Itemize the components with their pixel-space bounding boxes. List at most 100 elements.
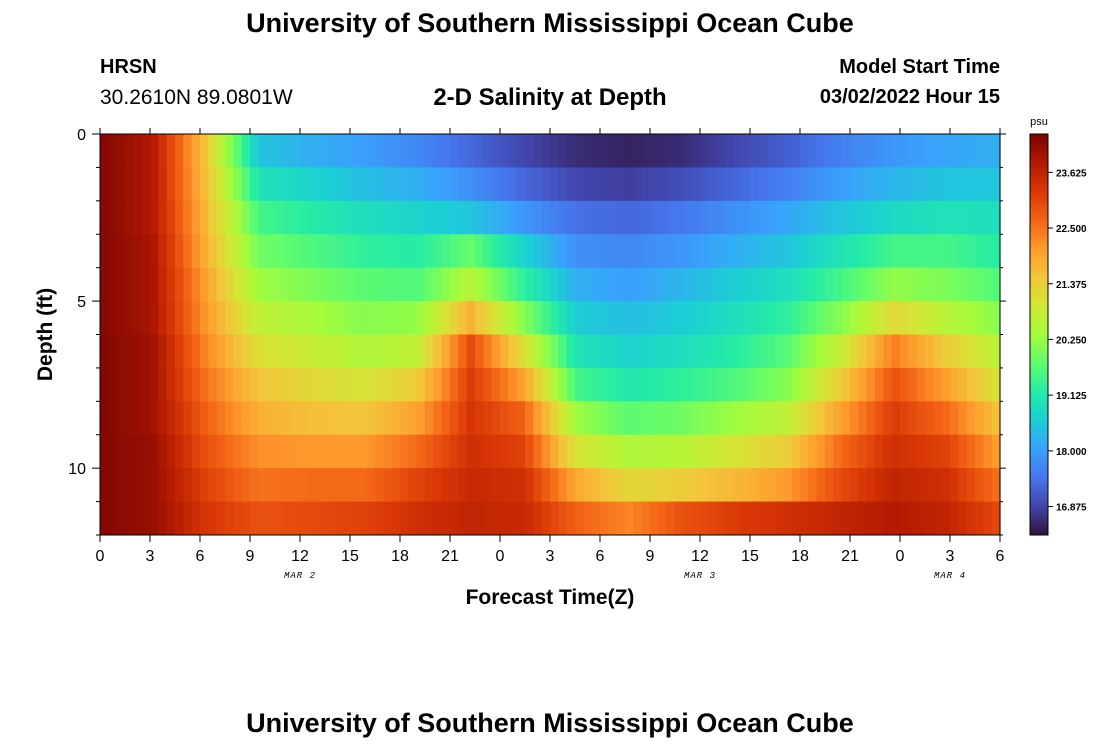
heatmap-cell <box>900 434 909 469</box>
heatmap-cell <box>225 468 234 502</box>
heatmap-cell <box>341 367 351 402</box>
heatmap-cell <box>441 234 451 269</box>
heatmap-cell <box>250 167 259 202</box>
heatmap-cell <box>175 167 184 202</box>
heatmap-cell <box>775 167 784 202</box>
heatmap-cell <box>541 367 551 402</box>
heatmap-cell <box>166 334 176 369</box>
heatmap-cell <box>558 468 568 502</box>
heatmap-cell <box>858 234 868 269</box>
heatmap-cell <box>658 267 668 302</box>
colorbar-segment <box>1030 504 1048 509</box>
heatmap-cell <box>308 200 318 235</box>
heatmap-cell <box>266 501 276 536</box>
heatmap-cell <box>866 134 876 168</box>
heatmap-cell <box>100 134 109 168</box>
colorbar-segment <box>1030 147 1048 152</box>
heatmap-cell <box>266 234 276 269</box>
heatmap-cell <box>658 200 668 235</box>
heatmap-cell <box>150 234 159 269</box>
heatmap-cell <box>391 334 401 369</box>
heatmap-cell <box>433 234 443 269</box>
heatmap-cell <box>450 167 459 202</box>
heatmap-cell <box>633 434 643 469</box>
heatmap-cell <box>725 134 734 168</box>
heatmap-cell <box>916 468 926 502</box>
heatmap-cell <box>600 301 609 335</box>
heatmap-cell <box>558 200 568 235</box>
heatmap-cell <box>416 134 426 168</box>
heatmap-cell <box>108 401 118 436</box>
heatmap-cell <box>975 234 984 269</box>
heatmap-cell <box>508 501 518 536</box>
heatmap-cell <box>225 134 234 168</box>
heatmap-cell <box>433 134 443 168</box>
heatmap-cell <box>500 401 509 436</box>
heatmap-cell <box>658 134 668 168</box>
heatmap-cell <box>783 267 793 302</box>
heatmap-cell <box>516 401 526 436</box>
heatmap-cell <box>791 468 801 502</box>
heatmap-cell <box>666 401 676 436</box>
heatmap-cell <box>833 200 843 235</box>
heatmap-cell <box>700 301 709 335</box>
heatmap-cell <box>441 434 451 469</box>
heatmap-cell <box>200 367 209 402</box>
x-tick-label: 21 <box>841 548 859 565</box>
heatmap-cell <box>975 200 984 235</box>
heatmap-cell <box>558 434 568 469</box>
heatmap-cell <box>916 267 926 302</box>
colorbar-segment <box>1030 297 1048 302</box>
heatmap-cell <box>425 401 434 436</box>
heatmap-cell <box>141 200 151 235</box>
heatmap-cell <box>350 134 359 168</box>
heatmap-cell <box>425 200 434 235</box>
heatmap-cell <box>416 167 426 202</box>
colorbar-segment <box>1030 341 1048 346</box>
heatmap-cell <box>683 200 693 235</box>
colorbar-segment <box>1030 531 1048 536</box>
heatmap-cell <box>650 334 659 369</box>
colorbar-segment <box>1030 174 1048 178</box>
heatmap-cell <box>275 267 284 302</box>
heatmap-cell <box>183 167 193 202</box>
heatmap-cell <box>725 200 734 235</box>
heatmap-cell <box>550 334 559 369</box>
heatmap-cell <box>900 167 909 202</box>
heatmap-cell <box>116 434 126 469</box>
x-tick-label: 6 <box>196 548 205 565</box>
heatmap-cell <box>916 167 926 202</box>
heatmap-cell <box>775 301 784 335</box>
heatmap-cell <box>541 200 551 235</box>
heatmap-cell <box>883 267 893 302</box>
heatmap-cell <box>275 301 284 335</box>
heatmap-cell <box>283 468 293 502</box>
heatmap-cell <box>183 301 193 335</box>
heatmap-cell <box>258 301 268 335</box>
heatmap-cell <box>283 501 293 536</box>
heatmap-cell <box>316 134 326 168</box>
heatmap-cell <box>325 501 334 536</box>
heatmap-cell <box>200 200 209 235</box>
heatmap-cell <box>800 468 809 502</box>
heatmap-cell <box>600 167 609 202</box>
heatmap-cell <box>616 334 626 369</box>
heatmap-cell <box>175 334 184 369</box>
heatmap-cell <box>775 401 784 436</box>
heatmap-cell <box>691 200 701 235</box>
heatmap-cell <box>433 501 443 536</box>
heatmap-cell <box>833 434 843 469</box>
heatmap-cell <box>466 468 476 502</box>
heatmap-cell <box>383 501 393 536</box>
heatmap-cell <box>833 134 843 168</box>
heatmap-cell <box>541 468 551 502</box>
heatmap-cell <box>341 401 351 436</box>
heatmap-cell <box>675 234 684 269</box>
heatmap-cell <box>108 134 118 168</box>
heatmap-cell <box>733 200 743 235</box>
heatmap-cell <box>708 267 718 302</box>
heatmap-cell <box>250 367 259 402</box>
heatmap-cell <box>716 334 726 369</box>
heatmap-cell <box>416 367 426 402</box>
heatmap-cell <box>100 167 109 202</box>
